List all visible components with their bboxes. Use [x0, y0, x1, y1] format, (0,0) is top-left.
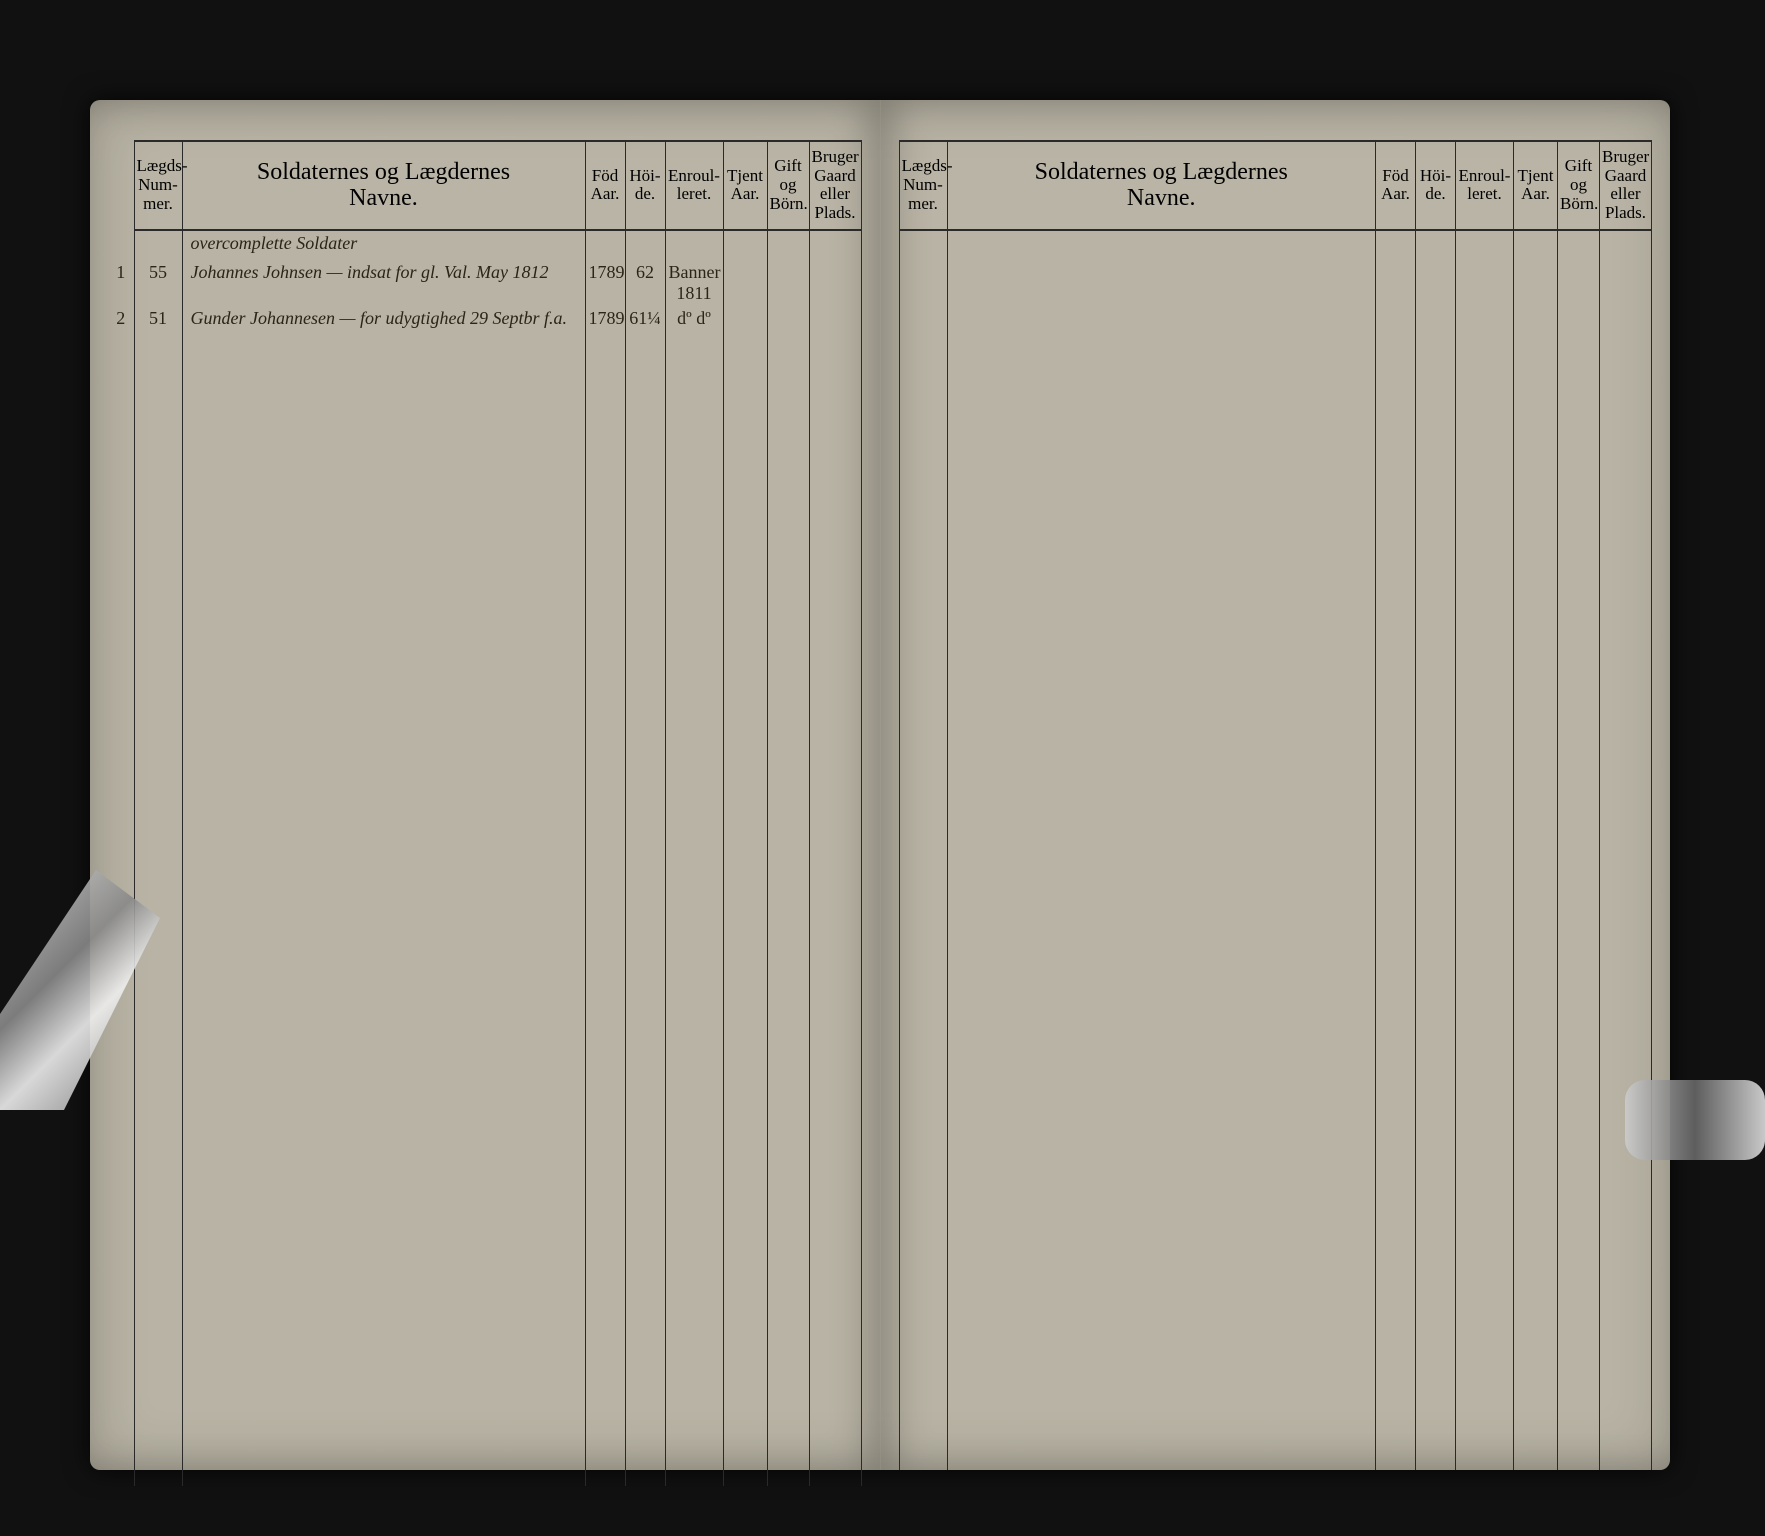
cell-bruger — [809, 260, 861, 306]
cell-hoide: 61¼ — [625, 306, 665, 336]
cell-tjent — [723, 260, 767, 306]
empty-ruling — [899, 230, 1652, 1470]
col-header-gift: GiftogBörn. — [767, 141, 809, 230]
col-header-gift: GiftogBörn. — [1558, 141, 1600, 230]
col-header-bruger: BrugerGaardellerPlads. — [809, 141, 861, 230]
col-header-fod: FödAar. — [1376, 141, 1416, 230]
row-num: 1 — [108, 260, 134, 306]
ledger-book: Lægds-Num-mer. Soldaternes og LægdernesN… — [90, 100, 1670, 1470]
col-header-laegds: Lægds-Num-mer. — [899, 141, 947, 230]
cell-fod: 1789 — [585, 306, 625, 336]
col-header-enroul: Enroul-leret. — [665, 141, 723, 230]
cell-enroul: dº dº — [665, 306, 723, 336]
cell-enroul: Banner 1811 — [665, 260, 723, 306]
right-page: Lægds-Num-mer. Soldaternes og LægdernesN… — [881, 100, 1671, 1470]
cell-fod: 1789 — [585, 260, 625, 306]
empty-ruling — [108, 336, 861, 1486]
cell-laegds: 51 — [134, 306, 182, 336]
table-row: 2 51 Gunder Johannesen — for udygtighed … — [108, 306, 861, 336]
col-header-names: Soldaternes og LægdernesNavne. — [947, 141, 1376, 230]
cell-bruger — [809, 306, 861, 336]
cell-gift — [767, 306, 809, 336]
row-num-header — [108, 141, 134, 230]
left-ledger-table: Lægds-Num-mer. Soldaternes og LægdernesN… — [108, 140, 862, 1486]
col-header-names: Soldaternes og LægdernesNavne. — [182, 141, 585, 230]
binder-clip-right — [1625, 1080, 1765, 1160]
col-header-hoide: Höi-de. — [1416, 141, 1456, 230]
row-num: 2 — [108, 306, 134, 336]
col-header-enroul: Enroul-leret. — [1456, 141, 1514, 230]
right-ledger-table: Lægds-Num-mer. Soldaternes og LægdernesN… — [899, 140, 1653, 1470]
table-row: 1 55 Johannes Johnsen — indsat for gl. V… — [108, 260, 861, 306]
cell-name: Johannes Johnsen — indsat for gl. Val. M… — [182, 260, 585, 306]
col-header-tjent: TjentAar. — [723, 141, 767, 230]
cell-tjent — [723, 306, 767, 336]
col-header-bruger: BrugerGaardellerPlads. — [1600, 141, 1652, 230]
cell-laegds: 55 — [134, 260, 182, 306]
left-page: Lægds-Num-mer. Soldaternes og LægdernesN… — [90, 100, 881, 1470]
cell-gift — [767, 260, 809, 306]
col-header-fod: FödAar. — [585, 141, 625, 230]
cell-name: Gunder Johannesen — for udygtighed 29 Se… — [182, 306, 585, 336]
section-heading-row: overcomplette Soldater — [108, 230, 861, 260]
col-header-hoide: Höi-de. — [625, 141, 665, 230]
section-heading: overcomplette Soldater — [182, 230, 585, 260]
col-header-laegds: Lægds-Num-mer. — [134, 141, 182, 230]
cell-hoide: 62 — [625, 260, 665, 306]
col-header-tjent: TjentAar. — [1514, 141, 1558, 230]
